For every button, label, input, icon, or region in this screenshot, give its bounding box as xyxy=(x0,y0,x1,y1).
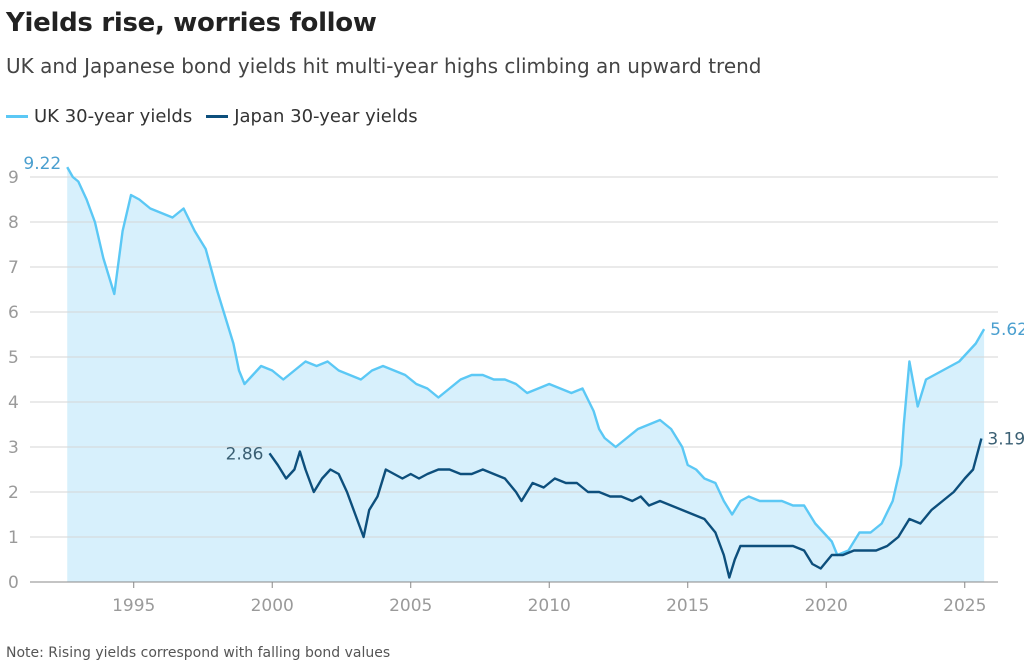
japan-start-label: 2.86 xyxy=(226,444,264,464)
x-tick-label-2005: 2005 xyxy=(389,596,432,616)
uk-area-fill xyxy=(67,167,985,582)
legend-item-uk: UK 30-year yields xyxy=(6,106,192,127)
x-tick-label-2020: 2020 xyxy=(805,596,848,616)
y-tick-label-0: 0 xyxy=(8,573,19,593)
x-tick-label-2015: 2015 xyxy=(666,596,709,616)
japan-series-line xyxy=(268,438,983,579)
chart-note: Note: Rising yields correspond with fall… xyxy=(6,645,391,661)
y-tick-label-2: 2 xyxy=(8,483,19,503)
legend-swatch-uk xyxy=(6,115,28,118)
legend-label-uk: UK 30-year yields xyxy=(34,106,193,127)
x-tick-label-2025: 2025 xyxy=(943,596,986,616)
y-tick-label-7: 7 xyxy=(8,258,19,278)
legend-item-japan: Japan 30-year yields xyxy=(206,106,418,127)
y-tick-label-5: 5 xyxy=(8,348,19,368)
y-tick-label-1: 1 xyxy=(8,528,19,548)
legend-label-japan: Japan 30-year yields xyxy=(234,106,418,127)
y-tick-label-6: 6 xyxy=(8,303,19,323)
japan-end-label: 3.19 xyxy=(987,429,1024,449)
y-tick-label-3: 3 xyxy=(8,438,19,458)
chart-subtitle: UK and Japanese bond yields hit multi-ye… xyxy=(6,54,762,78)
uk-start-label: 9.22 xyxy=(23,154,61,174)
x-tick-label-2010: 2010 xyxy=(528,596,571,616)
x-tick-label-2000: 2000 xyxy=(251,596,294,616)
x-tick-label-1995: 1995 xyxy=(112,596,155,616)
y-tick-label-9: 9 xyxy=(8,168,19,188)
chart-title: Yields rise, worries follow xyxy=(6,8,377,38)
legend-swatch-japan xyxy=(206,115,229,118)
y-tick-label-8: 8 xyxy=(8,213,19,233)
legend: UK 30-year yields Japan 30-year yields xyxy=(6,106,432,127)
uk-end-label: 5.62 xyxy=(990,320,1024,340)
uk-series-line xyxy=(66,166,986,557)
y-tick-label-4: 4 xyxy=(8,393,19,413)
